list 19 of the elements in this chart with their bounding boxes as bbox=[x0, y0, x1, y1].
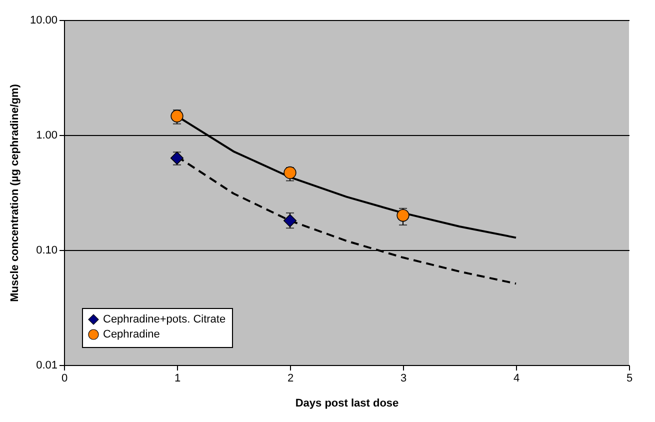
point bbox=[170, 152, 184, 165]
y-tick-label: 10.00 bbox=[30, 14, 58, 26]
point bbox=[284, 166, 296, 180]
y-tick-label: 1.00 bbox=[36, 130, 58, 142]
point bbox=[170, 110, 184, 122]
point bbox=[283, 214, 297, 228]
y-tick-label: 0.10 bbox=[36, 244, 58, 256]
x-tick-label: 2 bbox=[287, 372, 294, 384]
y-axis-title: Muscle concentration (µg cephradine/gm) bbox=[8, 84, 21, 302]
x-tick-label: 4 bbox=[513, 372, 520, 384]
y-tick-label: 0.01 bbox=[36, 360, 58, 372]
legend-label: Cephradine+pots. Citrate bbox=[103, 314, 226, 326]
point bbox=[396, 209, 410, 222]
x-tick-label: 1 bbox=[174, 372, 181, 384]
x-axis-title: Days post last dose bbox=[295, 398, 399, 410]
x-tick-label: 3 bbox=[400, 372, 407, 384]
x-tick-label: 0 bbox=[61, 372, 68, 384]
legend-label: Cephradine bbox=[103, 328, 160, 340]
x-tick-label: 5 bbox=[626, 372, 633, 384]
